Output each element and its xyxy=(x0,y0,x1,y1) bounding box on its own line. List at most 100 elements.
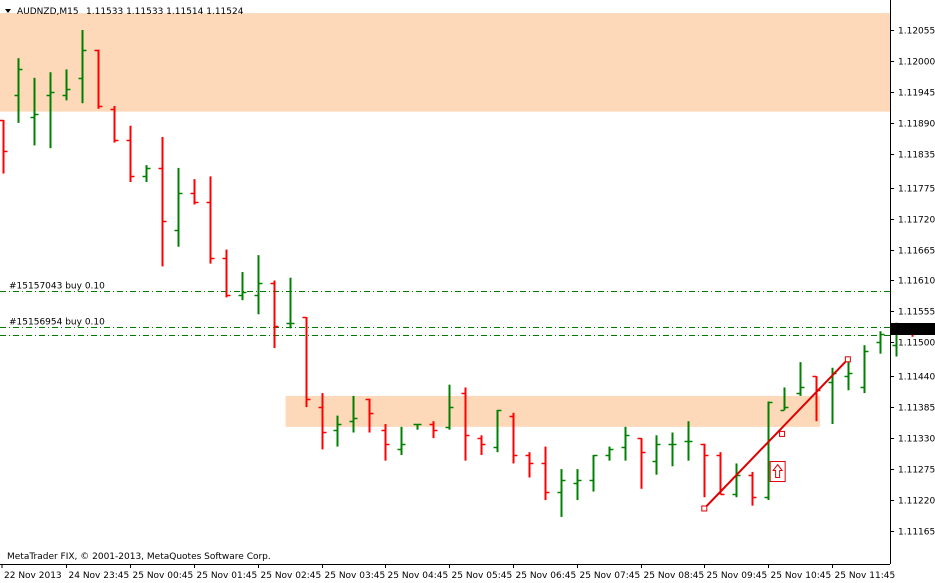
ohlc-bar xyxy=(637,437,646,489)
ohlc-bar xyxy=(716,452,725,496)
ohlc-bar xyxy=(445,384,454,430)
ohlc-bar xyxy=(46,72,55,149)
ohlc-bar xyxy=(525,452,534,478)
x-tick-label: 25 Nov 06:45 xyxy=(516,571,577,581)
ohlc-bar xyxy=(652,435,661,475)
ohlc-readout: 1.11533 1.11533 1.11514 1.11524 xyxy=(86,7,244,17)
current-price-label: 1.11524 xyxy=(898,325,935,335)
x-tick-label: 25 Nov 03:45 xyxy=(325,571,386,581)
ohlc-bar xyxy=(94,49,103,109)
y-tick-label: 1.11440 xyxy=(898,373,935,383)
x-tick-label: 24 Nov 23:45 xyxy=(69,571,130,581)
ohlc-bar xyxy=(126,125,135,182)
trendline xyxy=(703,358,849,510)
ohlc-bar xyxy=(238,272,247,301)
x-tick-label: 25 Nov 07:45 xyxy=(580,571,641,581)
x-tick-label: 25 Nov 09:45 xyxy=(707,571,768,581)
ohlc-bar xyxy=(573,469,582,501)
symbol-timeframe: AUDNZD,M15 xyxy=(17,7,79,17)
y-tick-label: 1.11275 xyxy=(898,466,935,476)
ohlc-bar xyxy=(222,249,231,298)
ohlc-bar xyxy=(0,119,8,174)
ohlc-bar xyxy=(78,30,87,104)
y-tick-label: 1.11610 xyxy=(898,277,935,287)
ohlc-bar xyxy=(477,435,486,456)
y-tick-label: 1.11775 xyxy=(898,185,935,195)
x-tick-label: 25 Nov 08:45 xyxy=(644,571,705,581)
y-tick-label: 1.11165 xyxy=(898,528,935,538)
ohlc-bar xyxy=(668,432,677,467)
trendline-handle-2 xyxy=(844,356,851,363)
ohlc-bar xyxy=(381,424,390,461)
ohlc-bar xyxy=(206,176,215,264)
chart-header: AUDNZD,M15 1.11533 1.11533 1.11514 1.115… xyxy=(5,7,244,17)
ohlc-bar xyxy=(142,165,151,182)
y-tick-label: 1.11330 xyxy=(898,435,935,445)
copyright-text: MetaTrader FIX, © 2001-2013, MetaQuotes … xyxy=(7,552,271,562)
x-tick-label: 25 Nov 04:45 xyxy=(388,571,449,581)
order-label-0: #15157043 buy 0.10 xyxy=(9,282,105,292)
y-tick-label: 1.11220 xyxy=(898,497,935,507)
ohlc-bar xyxy=(333,415,342,447)
ohlc-bar xyxy=(14,58,23,123)
x-tick-label: 25 Nov 10:45 xyxy=(771,571,832,581)
y-tick-label: 1.11945 xyxy=(898,89,935,99)
ohlc-bar xyxy=(302,316,311,408)
ohlc-bar xyxy=(254,255,263,315)
ohlc-bar xyxy=(62,69,71,101)
x-tick-label: 25 Nov 00:45 xyxy=(133,571,194,581)
supply-demand-zone-1 xyxy=(285,395,820,427)
dropdown-triangle-icon[interactable] xyxy=(5,9,11,13)
ohlc-bar xyxy=(621,426,630,461)
supply-demand-zone-0 xyxy=(0,13,890,112)
ohlc-bar xyxy=(158,136,167,267)
ohlc-bar xyxy=(844,359,853,391)
zones-layer xyxy=(0,13,890,427)
ohlc-bar xyxy=(286,277,295,329)
ohlc-bar xyxy=(860,345,869,394)
y-tick-label: 1.11555 xyxy=(898,308,935,318)
ohlc-bar xyxy=(796,362,805,396)
ohlc-bar xyxy=(780,387,789,412)
ohlc-bar xyxy=(318,393,327,450)
ohlc-bar xyxy=(349,395,358,433)
ohlc-bar xyxy=(876,331,885,354)
up-arrow-icon xyxy=(769,461,786,483)
y-tick-label: 1.11835 xyxy=(898,151,935,161)
ohlc-bar xyxy=(190,179,199,205)
y-tick-label: 1.12000 xyxy=(898,58,935,68)
ohlc-bar xyxy=(429,421,438,439)
bars-layer xyxy=(0,30,917,517)
ohlc-bar xyxy=(413,423,422,430)
ohlc-bar xyxy=(174,167,183,247)
x-tick-label: 25 Nov 01:45 xyxy=(197,571,258,581)
ohlc-bar xyxy=(270,280,279,349)
ohlc-bar xyxy=(684,421,693,461)
y-tick-label: 1.11720 xyxy=(898,216,935,226)
arrow-shape xyxy=(772,463,784,479)
overlay-layer xyxy=(701,356,851,512)
trendline-handle-1 xyxy=(779,430,786,437)
x-tick-label: 22 Nov 2013 xyxy=(4,571,62,581)
y-tick-label: 1.12055 xyxy=(898,27,935,37)
ohlc-bar xyxy=(509,412,518,464)
ohlc-bar xyxy=(493,409,502,453)
order-label-1: #15156954 buy 0.10 xyxy=(9,318,105,328)
trendline-handle-0 xyxy=(701,505,708,512)
y-tick-label: 1.11890 xyxy=(898,120,935,130)
ohlc-bar xyxy=(605,446,614,461)
y-tick-label: 1.11500 xyxy=(898,339,935,349)
ohlc-bar xyxy=(541,446,550,501)
x-tick-label: 25 Nov 05:45 xyxy=(452,571,513,581)
ohlc-bar xyxy=(365,398,374,433)
current-price-marker xyxy=(891,323,935,335)
y-tick-label: 1.11385 xyxy=(898,404,935,414)
ohlc-bar xyxy=(110,105,119,143)
ohlc-bar xyxy=(700,443,709,498)
ohlc-bar xyxy=(461,387,470,461)
ohlc-bar xyxy=(397,426,406,456)
ohlc-bar xyxy=(589,454,598,492)
ohlc-bar xyxy=(30,77,39,146)
